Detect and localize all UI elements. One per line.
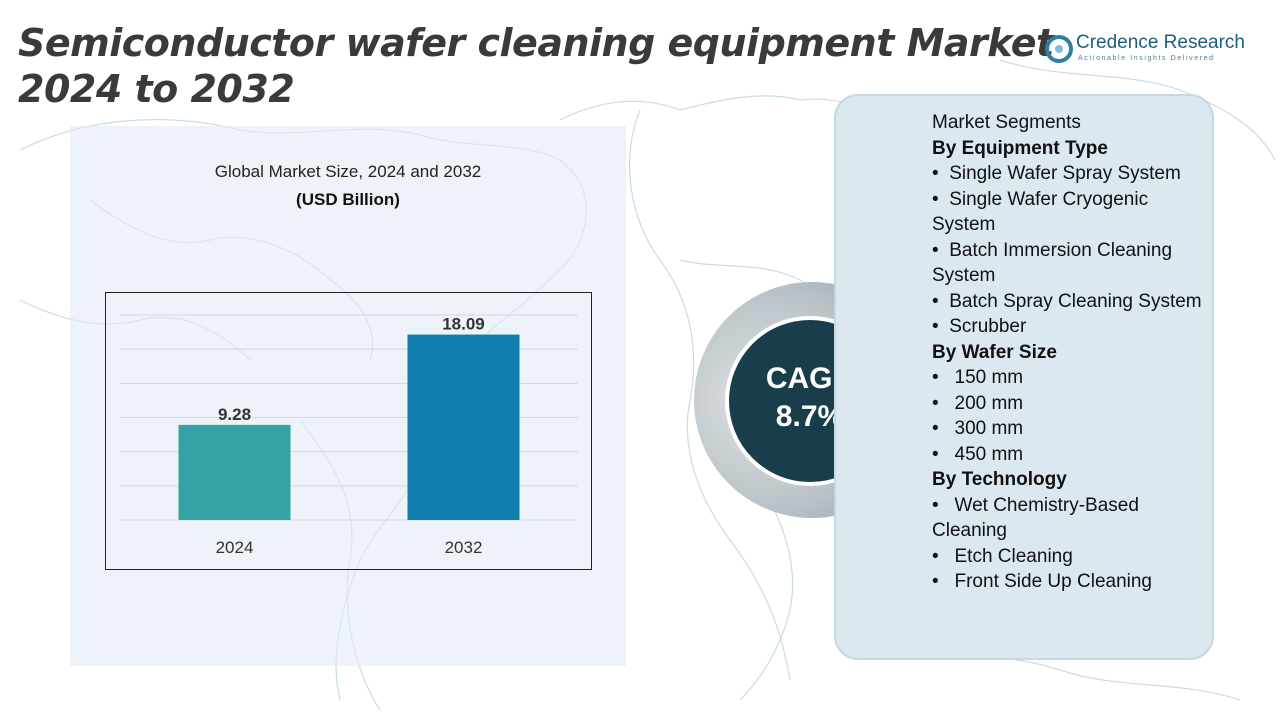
page-title: Semiconductor wafer cleaning equipment M… [18,21,1054,111]
segments-heading: Market Segments [932,112,1081,133]
segment-item: • Batch Immersion Cleaning System [932,239,1173,287]
segment-item: • Scrubber [932,316,1027,337]
logo-name: Credence Research [1076,32,1245,53]
logo-tagline: Actionable Insights Delivered [1078,55,1215,62]
segment-item: • Wet Chemistry-Based Cleaning [932,494,1139,542]
segment-item: • 300 mm [932,418,1024,439]
segment-item: • 200 mm [932,392,1024,414]
segment-group-title: By Wafer Size [932,341,1057,363]
logo-icon [1045,35,1073,63]
segment-group-title: By Equipment Type [932,137,1108,159]
data-label: 18.09 [442,315,485,334]
bar-chart: 9.28 2024 18.09 2032 [105,292,592,570]
segment-item: • Single Wafer Cryogenic System [932,188,1149,236]
bar-2024 [178,424,291,520]
data-label: 9.28 [218,405,251,424]
chart-panel: Global Market Size, 2024 and 2032 (USD B… [70,126,626,666]
x-tick-label: 2032 [445,538,483,557]
segment-list: Market Segments By Equipment Type • Sing… [932,110,1212,595]
segment-item: • Etch Cleaning [932,545,1073,567]
bar-chart-svg: 9.28 2024 18.09 2032 [120,314,578,557]
segment-item: • Front Side Up Cleaning [932,571,1152,592]
segment-group-title: By Technology [932,469,1067,490]
segment-item: • Single Wafer Spray System [932,163,1181,184]
market-segments-panel: Market Segments By Equipment Type • Sing… [834,94,1214,660]
company-logo: Credence Research Actionable Insights De… [1044,30,1264,70]
segment-item: • 150 mm [932,367,1024,388]
segment-item: • 450 mm [932,443,1024,465]
cagr-value: 8.7% [775,400,845,433]
chart-unit: (USD Billion) [296,190,400,209]
chart-title: Global Market Size, 2024 and 2032 [214,162,482,181]
bar-2032 [407,334,520,520]
segment-item: • Batch Spray Cleaning System [932,290,1202,312]
x-tick-label: 2024 [216,538,254,557]
